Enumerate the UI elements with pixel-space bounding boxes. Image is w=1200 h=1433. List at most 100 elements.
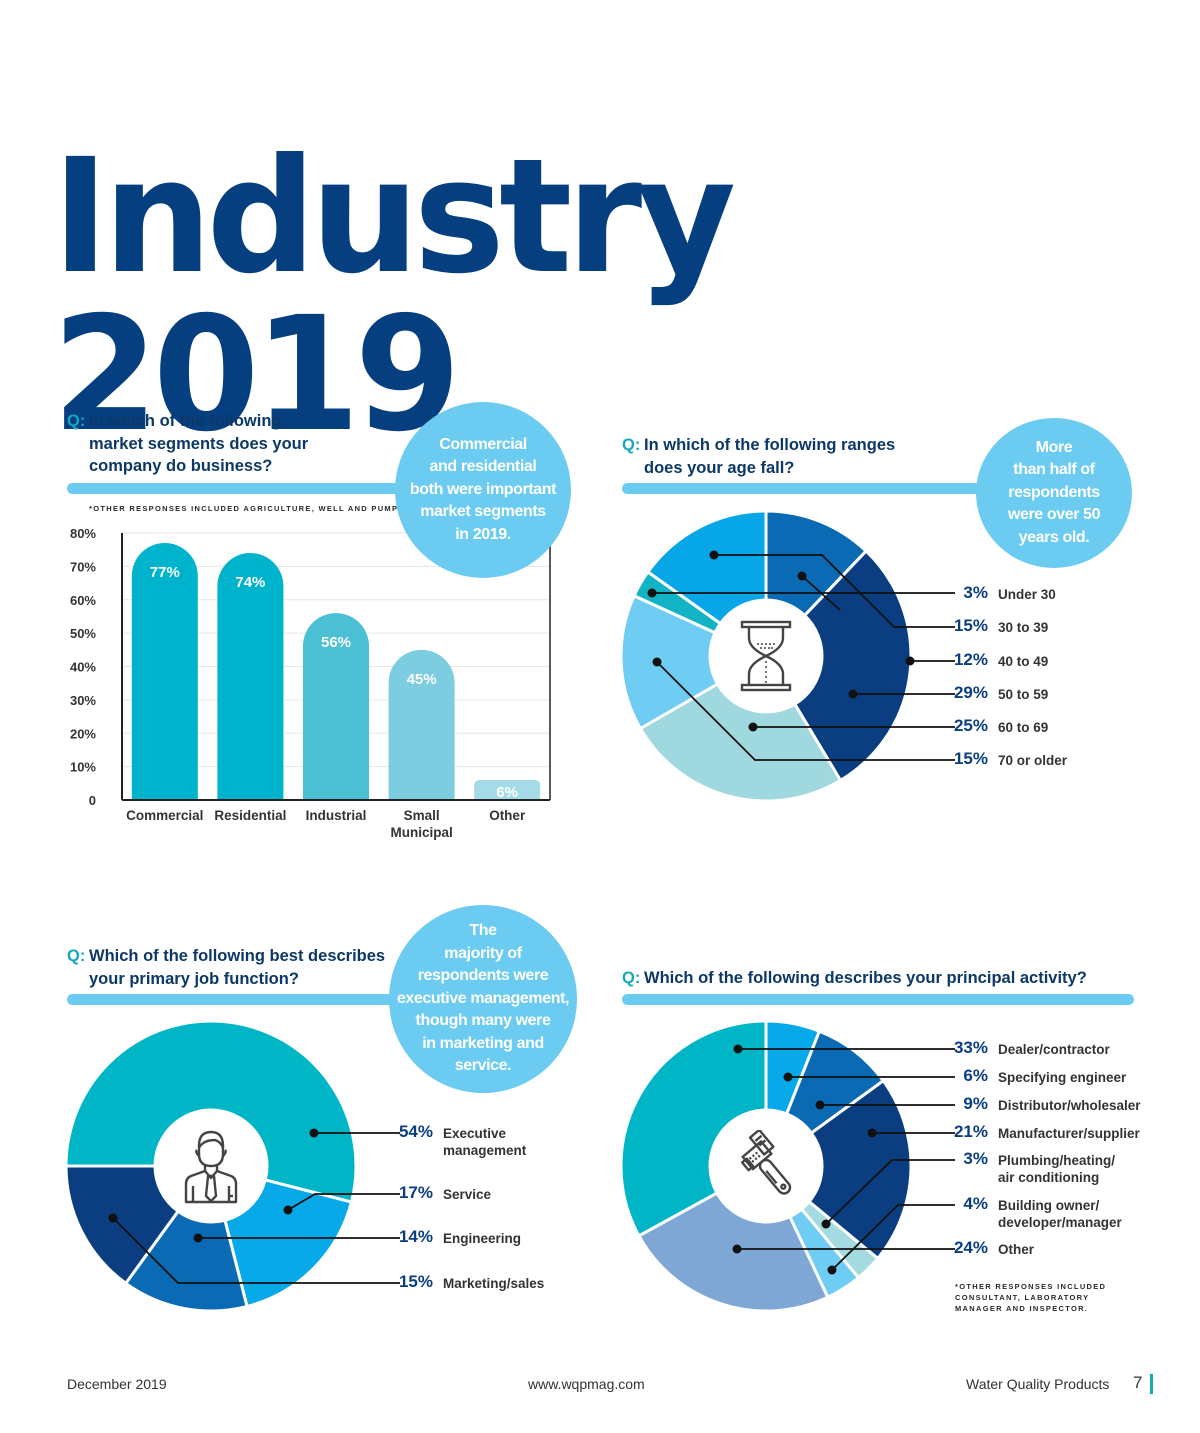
legend-label: Service — [443, 1186, 491, 1203]
activity-question: Q: Which of the following describes your… — [622, 967, 1142, 990]
legend-percent: 12% — [953, 650, 988, 669]
legend-label-line: Service — [443, 1187, 492, 1202]
footer-url[interactable]: www.wqpmag.com — [528, 1376, 645, 1392]
legend-label: Building owner/developer/manager — [998, 1197, 1122, 1231]
leader-dot — [652, 657, 662, 667]
y-tick-label: 40% — [70, 660, 96, 675]
leader-dot — [905, 656, 915, 666]
legend-label-line: 30 to 39 — [998, 620, 1049, 635]
legend-label-line: Plumbing/heating/ — [998, 1153, 1115, 1168]
market-question: Q: In which of the following market segm… — [67, 410, 387, 478]
bubble-line: years old. — [1018, 528, 1090, 546]
bar — [131, 543, 198, 800]
legend-label: Under 30 — [998, 586, 1056, 603]
bubble-line: in 2019. — [455, 525, 511, 543]
legend-label: Executive management — [443, 1125, 526, 1159]
bubble-line: respondents — [1008, 483, 1100, 501]
y-tick-label: 80% — [70, 526, 96, 541]
age-callout-bubble: More than half of respondents were over … — [976, 418, 1132, 568]
y-tick-label: 30% — [70, 693, 96, 708]
page-number-accent — [1150, 1374, 1153, 1394]
legend-label: Other — [998, 1241, 1034, 1258]
question-line: does your age fall? — [644, 458, 795, 477]
legend-percent: 14% — [398, 1227, 433, 1246]
bubble-line: More — [1035, 438, 1073, 456]
legend-label-line: management — [443, 1143, 527, 1158]
bubble-line: majority of — [444, 944, 522, 962]
leader-line — [112, 1217, 400, 1284]
donut-slice — [123, 1209, 249, 1313]
section-divider — [67, 994, 427, 1005]
donut-slice — [636, 1190, 830, 1313]
y-tick-label: 60% — [70, 593, 96, 608]
legend-label-line: 60 to 69 — [998, 720, 1049, 735]
question-line: company do business? — [89, 457, 273, 475]
bubble-line: market segments — [420, 503, 546, 521]
y-tick-label: 70% — [70, 559, 96, 574]
legend-percent: 4% — [963, 1194, 988, 1213]
legend-label: Engineering — [443, 1230, 521, 1247]
question-line: In which of the following — [89, 412, 282, 430]
job-donut-chart — [64, 1019, 400, 1313]
donut-slice — [792, 548, 913, 783]
legend-label: 70 or older — [998, 752, 1067, 769]
leader-dot — [709, 550, 719, 560]
section-divider — [67, 483, 427, 494]
legend-label: 30 to 39 — [998, 619, 1048, 636]
legend-label-line: Manufacturer/supplier — [998, 1126, 1140, 1141]
legend-percent: 6% — [963, 1066, 988, 1085]
leader-dot — [647, 588, 657, 598]
y-tick-label: 50% — [70, 626, 96, 641]
legend-percent: 54% — [398, 1122, 433, 1141]
legend-percent: 17% — [398, 1183, 433, 1202]
donut-slice — [64, 1164, 181, 1286]
legend-percent: 25% — [953, 716, 988, 735]
legend-label: 40 to 49 — [998, 653, 1048, 670]
pipe-wrench-icon — [711, 1111, 821, 1221]
question-line: Which of the following describes your pr… — [644, 969, 1087, 987]
bubble-line: executive management, — [396, 989, 570, 1007]
legend-percent: 21% — [953, 1122, 988, 1141]
x-tick-label: Municipal — [390, 825, 452, 840]
leader-dot — [797, 571, 807, 581]
age-question: Q: In which of the following ranges does… — [622, 434, 982, 479]
job-question: Q: Which of the following best describes… — [67, 945, 427, 990]
leader-dot — [867, 1128, 877, 1138]
q-marker: Q: — [67, 412, 86, 430]
bar — [388, 649, 455, 800]
legend-label-line: 50 to 59 — [998, 687, 1049, 702]
leader-dot — [193, 1233, 203, 1243]
leader-dot — [783, 1072, 793, 1082]
question-line: market segments does your — [89, 434, 309, 453]
footer-publication: Water Quality Products — [966, 1376, 1110, 1392]
section-divider — [622, 483, 1002, 494]
legend-label-line: Other — [998, 1242, 1035, 1257]
legend-label-line: Under 30 — [998, 587, 1056, 602]
legend-label: 50 to 59 — [998, 686, 1048, 703]
y-tick-label: 0 — [89, 793, 96, 808]
leader-dot — [848, 689, 858, 699]
legend-label: Marketing/sales — [443, 1275, 544, 1292]
question-line: Which of the following best describes — [89, 947, 386, 965]
y-tick-label: 20% — [70, 726, 96, 741]
bar-value-label: 45% — [407, 671, 437, 688]
legend-percent: 29% — [953, 683, 988, 702]
leader-dot — [821, 1219, 831, 1229]
market-bar-chart: 0 10% 20% 30% 40% 50% 60% 70% 80% 77% Commercial 74… — [70, 526, 551, 840]
q-marker: Q: — [622, 436, 641, 454]
legend-label-line: Marketing/sales — [443, 1276, 545, 1291]
activity-donut-chart — [619, 1019, 955, 1313]
page-number: 7 — [1133, 1373, 1143, 1392]
bubble-line: though many were — [415, 1012, 551, 1030]
legend-percent: 15% — [953, 616, 988, 635]
leader-dot — [733, 1044, 743, 1054]
bubble-line: were over 50 — [1007, 506, 1101, 524]
activity-footnote: *OTHER RESPONSES INCLUDED CONSULTANT, LA… — [955, 1281, 1106, 1314]
legend-label-line: Engineering — [443, 1231, 522, 1246]
leader-dot — [827, 1265, 837, 1275]
footnote-line: MANAGER AND INSPECTOR. — [955, 1304, 1089, 1313]
x-tick-label: Commercial — [126, 808, 203, 823]
market-callout-bubble: Commercial and residential both were imp… — [395, 402, 571, 578]
bubble-line: respondents were — [417, 967, 549, 985]
question-line: your primary job function? — [89, 969, 299, 988]
